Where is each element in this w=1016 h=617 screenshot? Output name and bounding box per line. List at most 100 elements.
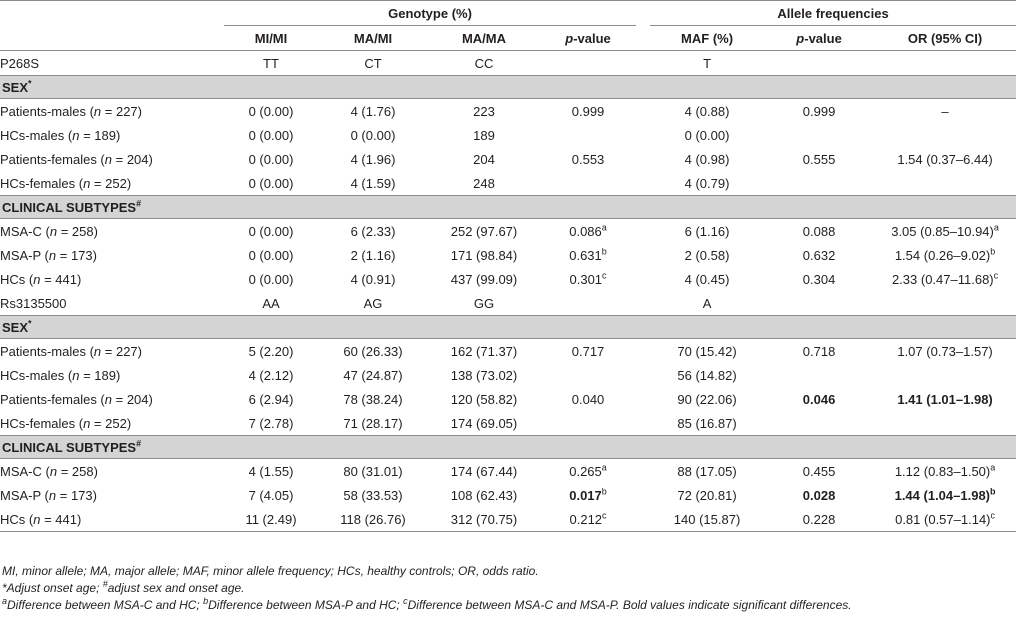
row-label: HCs-females (n = 252) <box>0 175 132 191</box>
row-label: Patients-males (n = 227) <box>0 343 142 359</box>
footnote-differences: aDifference between MSA-C and HC; bDiffe… <box>2 596 852 613</box>
cell-maf: 140 (15.87) <box>650 507 765 532</box>
cell-p2: 0.088 <box>802 223 836 239</box>
cell-c2: 58 (33.53) <box>343 487 403 503</box>
cell-p: 0.631b <box>569 246 607 263</box>
cell-maf: 85 (16.87) <box>677 415 737 431</box>
table-row: Patients-females (n = 204) 6 (2.94) 78 (38… <box>0 387 1016 411</box>
table-row: HCs-males (n = 189) 0 (0.00) 0 (0.00) 189 0 … <box>0 123 1016 147</box>
section-row: SEX* <box>0 75 1016 99</box>
table-row: HCs-females (n = 252) 7 (2.78) 71 (28.17) 1… <box>0 411 1016 436</box>
table-row: MSA-C (n = 258) 0 (0.00) 6 (2.33) 252 (97.6… <box>0 219 1016 244</box>
cell-maf: 2 (0.58) <box>684 247 730 263</box>
table-row: HCs (n = 441) 0 (0.00) 4 (0.91) 437 (99.09)… <box>0 267 1016 291</box>
section-label: SEX* <box>0 75 1016 99</box>
cell-c3: 174 (67.44) <box>450 463 518 479</box>
snp-row: Rs3135500 AA AG GG A <box>0 291 1016 316</box>
cell-p <box>540 171 636 196</box>
cell-c1: 11 (2.49) <box>224 507 318 532</box>
cell-maf: T <box>703 55 712 71</box>
col-maf-header: MAF (%) <box>650 25 765 51</box>
cell-p2 <box>764 123 874 147</box>
cell-p2: 0.304 <box>802 271 836 287</box>
cell-c3: 189 <box>473 127 495 143</box>
cell-c2: 2 (1.16) <box>350 247 396 263</box>
table-row: MSA-P (n = 173) 0 (0.00) 2 (1.16) 171 (98.8… <box>0 243 1016 267</box>
cell-maf: 0 (0.00) <box>684 127 730 143</box>
cell-or: 1.12 (0.83–1.50)a <box>894 462 996 479</box>
cell-maf: 70 (15.42) <box>677 343 737 359</box>
footnote-adjust: *Adjust onset age; #adjust sex and onset… <box>2 579 245 596</box>
cell-c1: 0 (0.00) <box>248 223 294 239</box>
cell-or: 1.44 (1.04–1.98)b <box>894 486 996 503</box>
cell-or: 1.41 (1.01–1.98) <box>897 391 993 407</box>
cell-c2: 4 (0.91) <box>350 271 396 287</box>
gap-cell <box>636 387 650 411</box>
cell-p2: 0.555 <box>802 151 836 167</box>
cell-c3: 174 (69.05) <box>450 415 518 431</box>
gap-cell <box>636 267 650 291</box>
cell-or <box>874 411 1016 436</box>
cell-c3: 138 (73.02) <box>450 367 518 383</box>
col-pvalue-header: p-value <box>540 25 637 51</box>
cell-p2 <box>764 171 874 196</box>
cell-c3: 108 (62.43) <box>450 487 518 503</box>
gap-cell <box>636 99 650 124</box>
cell-c1: 0 (0.00) <box>248 151 294 167</box>
col-or-header: OR (95% CI) <box>874 25 1016 51</box>
cell-p2: 0.455 <box>802 463 836 479</box>
cell-maf: 72 (20.81) <box>677 487 737 503</box>
cell-p: 0.040 <box>571 391 605 407</box>
cell-c3: 252 (97.67) <box>450 223 518 239</box>
cell-maf: A <box>702 295 712 311</box>
cell-p2: 0.046 <box>802 391 836 407</box>
row-label: MSA-P (n = 173) <box>0 487 97 503</box>
cell-or: 1.07 (0.73–1.57) <box>897 343 993 359</box>
cell-c1: TT <box>263 55 279 71</box>
cell-p <box>540 51 636 76</box>
column-header-row: MI/MI MA/MI MA/MA p-value MAF (%) p-valu… <box>0 25 1016 51</box>
section-label: SEX* <box>0 315 1016 339</box>
cell-c2: 60 (26.33) <box>343 343 403 359</box>
cell-maf: 56 (14.82) <box>677 367 737 383</box>
section-label: CLINICAL SUBTYPES# <box>0 195 1016 219</box>
cell-c2: 4 (1.96) <box>350 151 396 167</box>
cell-c3: 162 (71.37) <box>450 343 518 359</box>
cell-c3: CC <box>474 55 494 71</box>
cell-c1: 4 (1.55) <box>248 463 294 479</box>
cell-c1: 5 (2.20) <box>248 343 294 359</box>
cell-p <box>540 123 636 147</box>
cell-p2: 0.028 <box>802 487 836 503</box>
cell-or <box>874 291 1016 316</box>
gap-cell <box>636 411 650 436</box>
cell-or <box>874 51 1016 76</box>
cell-or <box>874 363 1016 387</box>
col-mami-header: MA/MI <box>318 25 428 51</box>
cell-c3: 120 (58.82) <box>450 391 518 407</box>
snp-label: P268S <box>0 55 40 71</box>
gap-cell <box>636 507 651 532</box>
cell-c3: 248 <box>473 175 495 191</box>
group-header-row: Genotype (%) Allele frequencies <box>0 0 1016 26</box>
cell-maf: 88 (17.05) <box>677 463 737 479</box>
table-row: HCs-females (n = 252) 0 (0.00) 4 (1.59) 248… <box>0 171 1016 196</box>
col-mimi-header: MI/MI <box>224 25 318 51</box>
cell-p2 <box>764 363 874 387</box>
cell-c1: AA <box>262 295 280 311</box>
cell-c2: AG <box>363 295 383 311</box>
cell-or <box>874 123 1016 147</box>
cell-p: 0.086a <box>569 222 607 239</box>
cell-c2: 71 (28.17) <box>343 415 403 431</box>
cell-p2: 0.228 <box>764 507 875 532</box>
row-label: MSA-C (n = 258) <box>0 223 98 239</box>
gap-cell <box>636 219 650 244</box>
snp-label: Rs3135500 <box>0 295 67 311</box>
cell-or: – <box>941 103 949 119</box>
row-label: Patients-females (n = 204) <box>0 391 153 407</box>
gap-cell <box>636 363 650 387</box>
cell-or <box>874 171 1016 196</box>
allele-group-header: Allele frequencies <box>650 0 1016 26</box>
cell-p: 0.265a <box>569 462 607 479</box>
table-head: Genotype (%) Allele frequencies MI/MI MA… <box>0 0 1016 51</box>
